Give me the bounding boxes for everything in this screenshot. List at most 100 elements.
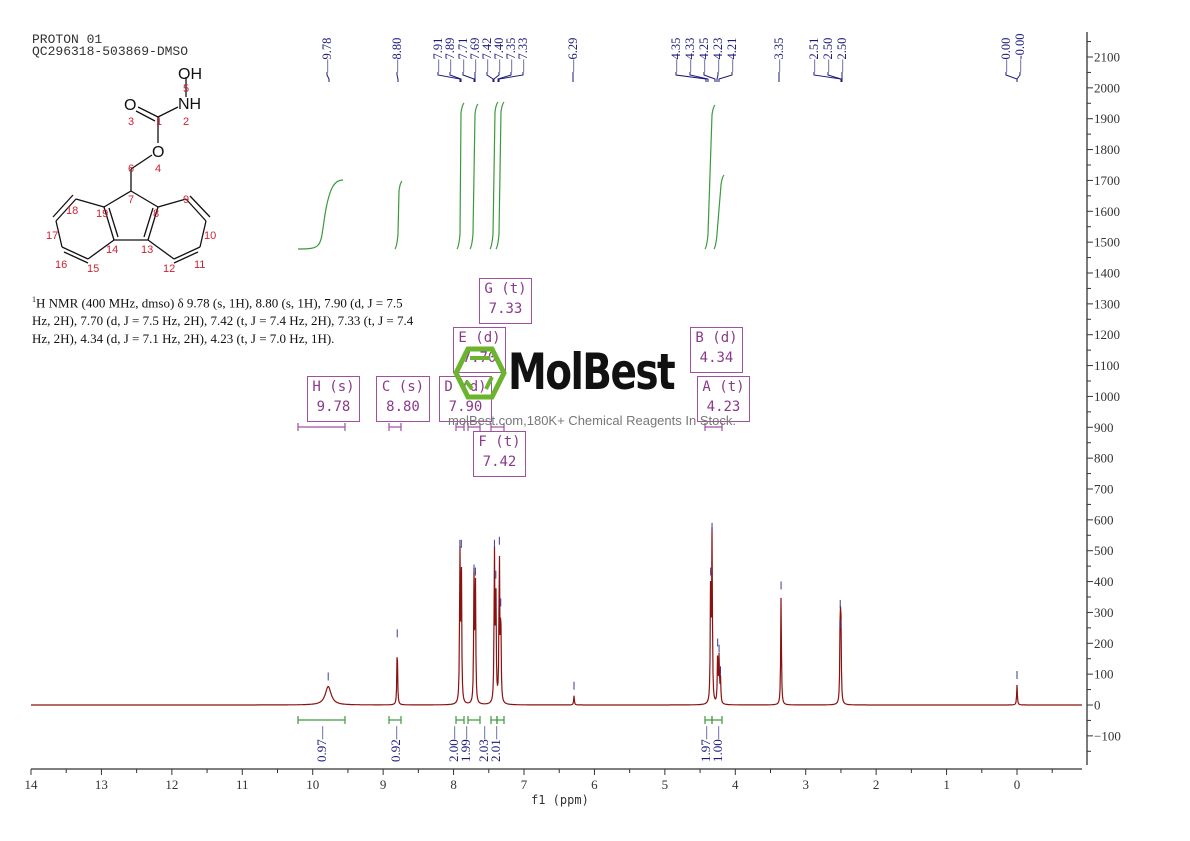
peak-label: —3.35: [772, 37, 786, 72]
y-tick-label: 500: [1094, 543, 1114, 558]
y-tick-label: 1000: [1094, 389, 1120, 404]
peak-label-connector: [396, 72, 399, 82]
peak-label-connector: [462, 72, 475, 82]
peak-label: —4.21: [725, 37, 739, 72]
peak-label-connector: [326, 72, 330, 82]
multiplet-box-g: G (t) 7.33: [479, 278, 532, 324]
y-tick-label: 300: [1094, 605, 1114, 620]
y-tick-label: 1600: [1094, 204, 1120, 219]
spectrum-trace: [31, 527, 1082, 706]
peak-label-connector: [718, 72, 733, 82]
x-tick-label: 10: [306, 777, 319, 792]
x-axis-label: f1 (ppm): [531, 793, 589, 807]
peak-label-connector: [497, 72, 512, 82]
x-tick-label: 6: [591, 777, 598, 792]
y-tick-label: 100: [1094, 667, 1114, 682]
atom-o-ester: O: [152, 144, 164, 161]
peak-label-connector: [689, 72, 709, 82]
x-tick-label: 1: [943, 777, 950, 792]
peak-label-connector: [493, 72, 500, 82]
atom-label: 10: [204, 230, 216, 242]
y-tick-label: 700: [1094, 482, 1114, 497]
atom-o-carbonyl: O: [124, 97, 136, 114]
nmr-description: 1H NMR (400 MHz, dmso) δ 9.78 (s, 1H), 8…: [32, 291, 424, 348]
peak-label-connector: [716, 72, 719, 82]
atom-label: 17: [46, 230, 58, 242]
watermark-tagline: molBest.com,180K+ Chemical Reagents In S…: [448, 413, 736, 428]
x-tick-label: 5: [662, 777, 669, 792]
y-tick-label: 1900: [1094, 111, 1120, 126]
atom-label: 14: [106, 244, 118, 256]
peak-label: —4.23: [711, 37, 725, 72]
multiplet-box-f: F (t) 7.42: [473, 431, 526, 477]
y-tick-label: 400: [1094, 574, 1114, 589]
multiplet-box-b: B (d) 4.34: [690, 327, 743, 373]
peak-label: —4.33: [683, 37, 697, 72]
x-tick-label: 11: [236, 777, 249, 792]
peak-label-connector: [498, 72, 524, 82]
sample-id: QC296318-503869-DMSO: [32, 44, 189, 59]
peak-label: —6.29: [566, 37, 580, 72]
y-tick-label: 200: [1094, 636, 1114, 651]
peak-label: —0.00: [999, 37, 1013, 72]
y-tick-label: 1800: [1094, 142, 1120, 157]
multiplet-box-a: A (t) 4.23: [697, 376, 750, 422]
peak-label-list: —9.78 —8.80 —7.91 —7.89 —7.71 —7.69 —7.42 —7.40…: [0, 0, 1190, 100]
atom-oh: OH: [178, 66, 202, 83]
watermark-brand: MolBest: [508, 343, 676, 401]
atom-label: 5: [183, 83, 189, 95]
x-tick-label: 13: [95, 777, 108, 792]
integral-curve: [704, 104, 716, 250]
y-tick-label: 1100: [1094, 358, 1120, 373]
peak-label: —4.35: [669, 37, 683, 72]
atom-label: 8: [153, 208, 159, 220]
nmr-description-text: H NMR (400 MHz, dmso) δ 9.78 (s, 1H), 8.…: [32, 295, 414, 347]
peak-label-connector: [486, 72, 494, 82]
y-tick-label: 600: [1094, 512, 1114, 527]
atom-label: 6: [128, 163, 134, 175]
peak-label: —7.33: [516, 37, 530, 72]
atom-label: 2: [183, 116, 189, 128]
integral-curve: [713, 174, 725, 250]
x-tick-label: 7: [521, 777, 528, 792]
atom-label: 18: [66, 205, 78, 217]
integral-curve: [297, 179, 344, 250]
x-tick-label: 2: [873, 777, 880, 792]
integral-curve: [394, 180, 403, 250]
peak-label: —2.50: [821, 37, 835, 72]
molbest-logo-icon: [453, 346, 507, 400]
atom-label: 19: [96, 208, 108, 220]
x-tick-label: 14: [25, 777, 39, 792]
superscript: 1: [32, 295, 36, 304]
atom-label: 1: [156, 116, 162, 128]
multiplet-box-c: C (s) 8.80: [376, 376, 430, 422]
atom-label: 4: [155, 163, 161, 175]
y-tick-label: 0: [1094, 698, 1101, 713]
chemical-structure: OH NH O O 1 2 3 4 5 6 7 8 9 10 11 12 13 …: [46, 66, 216, 275]
atom-label: 9: [183, 194, 189, 206]
x-tick-label: 9: [380, 777, 387, 792]
x-tick-label: 8: [450, 777, 457, 792]
y-tick-label: 1700: [1094, 173, 1120, 188]
peak-label: —2.51: [807, 37, 821, 72]
y-tick-label: 1400: [1094, 266, 1120, 281]
peak-label-connector: [437, 72, 461, 82]
experiment-name: PROTON 01: [32, 32, 103, 47]
y-tick-label: 1500: [1094, 235, 1120, 250]
y-tick-label: 1300: [1094, 296, 1120, 311]
peak-label: —-0.00: [1013, 33, 1027, 72]
peak-label-connector: [827, 72, 842, 82]
integral-curve: [495, 101, 505, 250]
y-tick-label: 2000: [1094, 80, 1120, 95]
x-tick-label: 12: [165, 777, 178, 792]
integral-curve: [489, 101, 499, 250]
y-tick-label: 2100: [1094, 50, 1120, 65]
peak-label-connector: [1016, 72, 1021, 82]
atom-label: 3: [128, 116, 134, 128]
y-tick-label: 800: [1094, 451, 1114, 466]
atom-label: 11: [194, 259, 205, 271]
integral-curve: [456, 102, 465, 250]
peak-label: —2.50: [835, 37, 849, 72]
y-tick-label: −100: [1094, 728, 1121, 743]
